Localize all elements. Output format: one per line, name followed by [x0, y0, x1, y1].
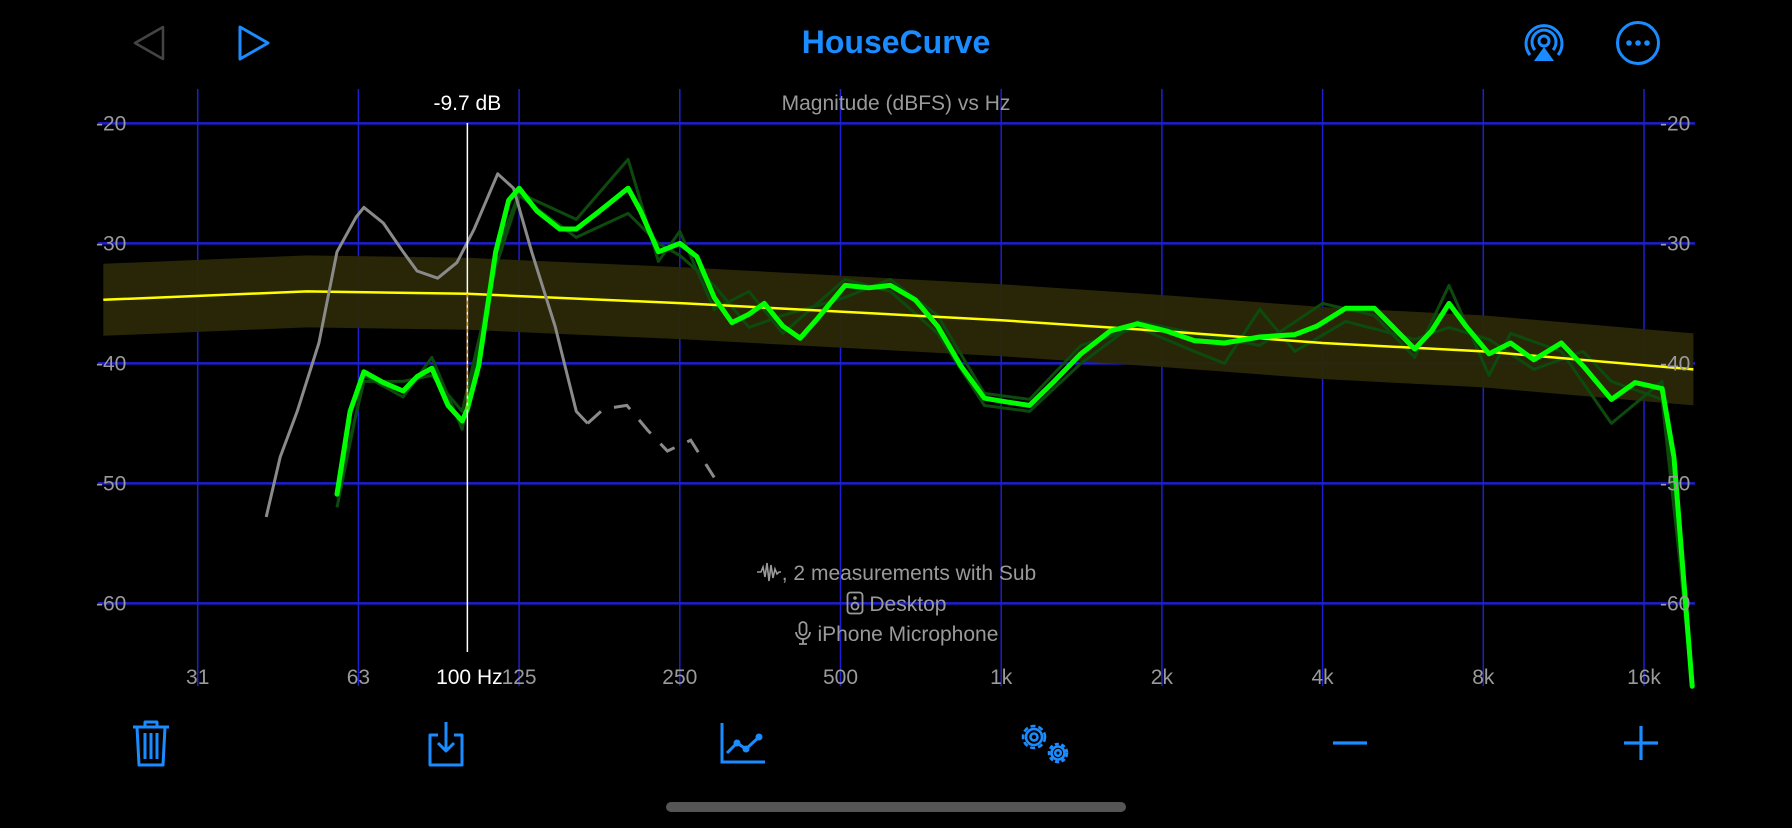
y-tick-label-left: -30 — [96, 232, 126, 255]
target-band — [103, 255, 1694, 406]
ellipsis-circle-icon — [1616, 21, 1660, 65]
measurements-info: , 2 measurements with Sub — [0, 561, 1792, 586]
x-tick-label: 250 — [662, 666, 697, 689]
back-button[interactable] — [124, 18, 174, 68]
microphone-info: iPhone Microphone — [0, 621, 1792, 647]
microphone-icon — [794, 621, 811, 645]
x-tick-label: 2k — [1151, 666, 1174, 689]
x-tick-label: 63 — [347, 666, 370, 689]
export-icon — [428, 722, 464, 767]
speaker-icon — [846, 591, 863, 615]
trash-icon — [133, 720, 169, 767]
zoom-in-button[interactable] — [1616, 718, 1666, 768]
y-tick-label-right: -30 — [1660, 232, 1690, 255]
y-tick-label-right: -20 — [1660, 112, 1690, 135]
y-tick-label-right: -60 — [1660, 592, 1690, 615]
app-title: HouseCurve — [801, 24, 991, 60]
x-tick-label: 4k — [1312, 666, 1335, 689]
speaker-info: Desktop — [0, 591, 1792, 617]
triangle-right-icon — [238, 25, 270, 61]
x-tick-label: 500 — [823, 666, 858, 689]
home-indicator[interactable] — [666, 802, 1126, 812]
delete-button[interactable] — [126, 718, 176, 768]
chart-series — [103, 157, 1695, 689]
cursor[interactable]: -9.7 dB 100 Hz — [421, 92, 512, 690]
y-tick-label-left: -50 — [96, 472, 126, 495]
chart-icon — [720, 723, 765, 764]
airplay-audio-icon — [1524, 24, 1564, 61]
cursor-delta-label: -9.7 dB — [434, 92, 502, 115]
y-tick-label-left: -60 — [96, 592, 126, 615]
speaker-label: Desktop — [869, 593, 947, 616]
chart-view-button[interactable] — [718, 718, 768, 768]
axis-labels: 31 63 125 250 500 1k 2k 4k 8k 16k -20 -20 -30 -30 -40 -… — [96, 112, 1690, 689]
airplay-button[interactable] — [1519, 18, 1569, 68]
x-tick-label: 31 — [186, 666, 209, 689]
x-tick-label: 125 — [502, 666, 537, 689]
measurement-curve — [335, 193, 1694, 676]
x-tick-label: 1k — [990, 666, 1013, 689]
triangle-left-icon — [133, 25, 165, 61]
y-tick-label-left: -40 — [96, 352, 126, 375]
settings-button[interactable] — [1021, 718, 1071, 768]
cursor-frequency-label: 100 Hz — [436, 666, 503, 689]
more-button[interactable] — [1613, 18, 1663, 68]
measurement-curve — [335, 157, 1694, 688]
cursor-label-background — [421, 662, 512, 690]
target-curve — [103, 290, 1694, 371]
x-tick-label: 8k — [1472, 666, 1495, 689]
zoom-out-button[interactable] — [1325, 718, 1375, 768]
waveform-icon — [756, 562, 781, 582]
chart-title: Magnitude (dBFS) vs Hz — [782, 92, 1011, 115]
y-tick-label-left: -20 — [96, 112, 126, 135]
measurements-label: , 2 measurements with Sub — [781, 562, 1037, 585]
sub-curve — [264, 172, 589, 518]
y-tick-label-right: -40 — [1660, 352, 1690, 375]
minus-icon — [1333, 741, 1367, 745]
microphone-label: iPhone Microphone — [817, 623, 999, 646]
play-button[interactable] — [229, 18, 279, 68]
export-button[interactable] — [421, 718, 471, 768]
gears-icon — [1021, 724, 1069, 764]
x-tick-label: 16k — [1627, 666, 1661, 689]
y-tick-label-right: -50 — [1660, 472, 1690, 495]
sub-curve-dashed — [586, 403, 716, 479]
average-curve — [334, 185, 1695, 689]
plus-icon — [1624, 726, 1658, 760]
